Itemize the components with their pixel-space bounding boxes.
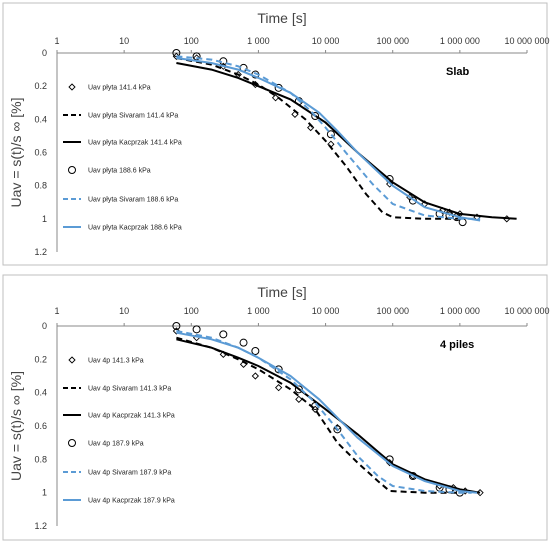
x-tick-label: 100 000 — [376, 306, 409, 316]
y-tick-label: 1.2 — [34, 521, 47, 531]
data-point — [408, 472, 417, 480]
data-point — [275, 384, 283, 392]
data-point — [333, 425, 342, 434]
x-tick-label: 100 — [184, 36, 199, 46]
data-point — [251, 372, 259, 380]
x-tick-label: 1 000 — [247, 306, 270, 316]
data-point — [274, 365, 283, 374]
panel-top-border — [2, 2, 548, 266]
data-point — [192, 52, 201, 61]
data-point — [326, 130, 335, 139]
data-point — [192, 325, 201, 334]
y-tick-label: 1 — [42, 214, 47, 224]
x-axis-title: Time [s] — [257, 284, 306, 300]
y-axis-title: Uav = s(t)/s ∞ [%] — [8, 98, 24, 208]
x-tick-label: 10 — [119, 36, 129, 46]
series-line — [176, 336, 460, 494]
legend-label: Uav 4p Sivaram 187.9 kPa — [88, 470, 171, 477]
legend-swatch — [68, 83, 76, 91]
y-tick-label: 1 — [42, 488, 47, 498]
y-tick-label: 0.4 — [34, 114, 47, 124]
y-axis-title: Uav = s(t)/s ∞ [%] — [8, 371, 24, 481]
x-tick-label: 1 000 000 — [440, 36, 480, 46]
data-point — [311, 112, 320, 121]
data-point — [172, 322, 181, 330]
x-tick-label: 10 000 — [312, 36, 340, 46]
y-tick-label: 0.2 — [34, 81, 47, 91]
y-tick-label: 1.2 — [34, 247, 47, 257]
legend-label: Uav 4p 187.9 kPa — [88, 441, 144, 448]
legend-swatch — [68, 166, 76, 174]
y-tick-label: 0.2 — [34, 354, 47, 364]
data-point — [271, 94, 280, 102]
x-tick-label: 100 000 — [376, 36, 409, 46]
data-point — [239, 338, 248, 347]
legend-swatch — [68, 356, 76, 364]
y-tick-label: 0.8 — [34, 181, 47, 191]
legend-label: Uav płyta Kacprzak 141.4 kPa — [88, 140, 182, 147]
legend-label: Uav 4p Kacprzak 141.3 kPa — [88, 413, 175, 420]
data-point — [251, 347, 260, 355]
series-line — [176, 57, 460, 220]
y-tick-label: 0 — [42, 321, 47, 331]
x-tick-label: 10 000 — [312, 306, 340, 316]
legend-swatch — [68, 439, 76, 447]
legend-label: Uav 4p Sivaram 141.3 kPa — [88, 386, 171, 393]
chart-annotation: 4 piles — [440, 339, 474, 351]
y-tick-label: 0 — [42, 48, 47, 58]
legend-label: Uav płyta Kacprzak 188.6 kPa — [88, 225, 182, 232]
x-tick-label: 1 — [54, 306, 59, 316]
series-line — [176, 62, 517, 220]
series-line — [176, 331, 478, 494]
y-tick-label: 0.6 — [34, 421, 47, 431]
series-line — [176, 55, 481, 220]
data-point — [219, 330, 228, 339]
x-tick-label: 10 000 000 — [504, 306, 549, 316]
y-tick-label: 0.4 — [34, 388, 47, 398]
legend-label: Uav płyta Sivaram 188.6 kPa — [88, 197, 178, 204]
x-axis-title: Time [s] — [257, 10, 306, 26]
legend-label: Uav 4p Kacprzak 187.9 kPa — [88, 498, 175, 505]
series-line — [176, 57, 481, 222]
legend-label: Uav 4p 141.3 kPa — [88, 358, 144, 365]
x-tick-label: 1 000 000 — [440, 306, 480, 316]
x-tick-label: 1 000 — [247, 36, 270, 46]
chart-panel-4-piles: Time [s]Uav = s(t)/s ∞ [%]1 10 100 1 000 10 … — [8, 284, 550, 531]
x-tick-label: 10 — [119, 306, 129, 316]
legend-label: Uav płyta Sivaram 141.4 kPa — [88, 113, 178, 120]
y-tick-label: 0.8 — [34, 454, 47, 464]
x-tick-label: 10 000 000 — [504, 36, 549, 46]
legend-label: Uav płyta 141.4 kPa — [88, 85, 151, 92]
legend-label: Uav płyta 188.6 kPa — [88, 168, 151, 175]
x-tick-label: 100 — [184, 306, 199, 316]
chart-annotation: Slab — [446, 66, 470, 78]
series-line — [176, 338, 481, 494]
data-point — [295, 395, 303, 403]
panel-bottom-border — [2, 274, 548, 541]
x-tick-label: 1 — [54, 36, 59, 46]
y-tick-label: 0.6 — [34, 148, 47, 158]
chart-panel-slab: Time [s]Uav = s(t)/s ∞ [%]1 10 100 1 000 10 … — [8, 10, 550, 257]
